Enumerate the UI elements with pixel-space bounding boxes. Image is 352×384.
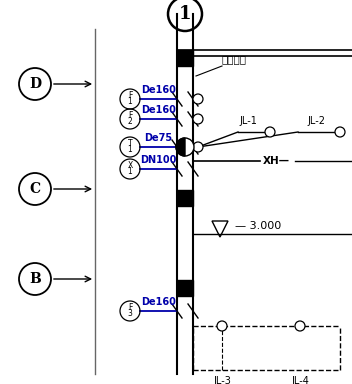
Text: De160: De160 bbox=[141, 105, 176, 115]
Text: F: F bbox=[128, 91, 132, 101]
Bar bbox=[177, 50, 193, 66]
Circle shape bbox=[193, 94, 203, 104]
Text: JL-1: JL-1 bbox=[239, 116, 257, 126]
Polygon shape bbox=[176, 138, 185, 156]
Text: 1: 1 bbox=[128, 146, 132, 154]
Text: JL-2: JL-2 bbox=[307, 116, 325, 126]
Circle shape bbox=[265, 127, 275, 137]
Text: JL-3: JL-3 bbox=[213, 376, 231, 384]
Circle shape bbox=[217, 321, 227, 331]
Text: B: B bbox=[29, 272, 41, 286]
Text: 1: 1 bbox=[128, 98, 132, 106]
Text: 1: 1 bbox=[179, 5, 191, 23]
Bar bbox=[177, 280, 193, 296]
Text: F: F bbox=[128, 303, 132, 313]
Circle shape bbox=[193, 114, 203, 124]
Text: DN100: DN100 bbox=[140, 155, 177, 165]
Text: 3: 3 bbox=[127, 310, 132, 318]
Text: 防水套管: 防水套管 bbox=[222, 54, 247, 64]
Text: De75: De75 bbox=[144, 133, 172, 143]
Text: F: F bbox=[128, 111, 132, 121]
Text: C: C bbox=[30, 182, 40, 196]
Circle shape bbox=[335, 127, 345, 137]
Text: T: T bbox=[128, 139, 132, 149]
Text: D: D bbox=[29, 77, 41, 91]
Text: 2: 2 bbox=[128, 118, 132, 126]
Text: — 3.000: — 3.000 bbox=[235, 221, 281, 231]
Text: De160: De160 bbox=[141, 85, 176, 95]
Circle shape bbox=[193, 142, 203, 152]
Text: De160: De160 bbox=[141, 297, 176, 307]
Text: X: X bbox=[127, 162, 133, 170]
Text: 1: 1 bbox=[128, 167, 132, 177]
Text: XH—: XH— bbox=[263, 156, 290, 166]
Text: JL-4: JL-4 bbox=[291, 376, 309, 384]
Bar bbox=[177, 190, 193, 206]
Circle shape bbox=[295, 321, 305, 331]
Circle shape bbox=[176, 138, 194, 156]
